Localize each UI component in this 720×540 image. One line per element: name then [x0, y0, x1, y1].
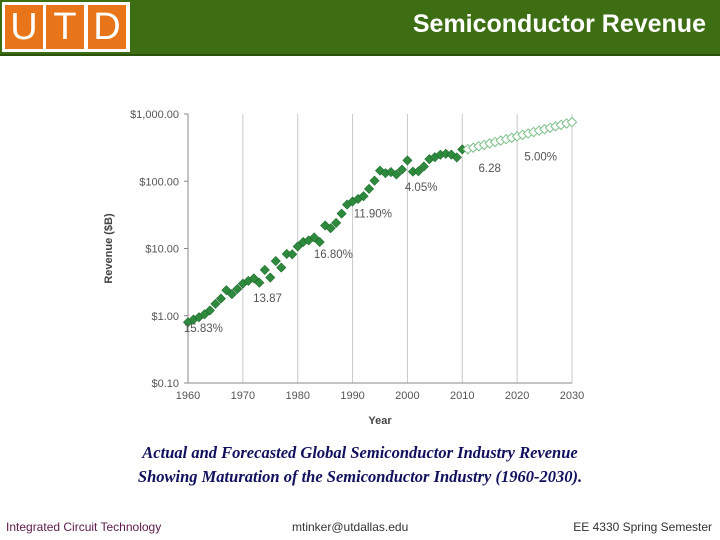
logo-letter-d: D: [88, 5, 126, 49]
x-tick-label: 2020: [505, 390, 529, 402]
x-tick-label: 2000: [395, 390, 419, 402]
actual-data-point: [215, 293, 226, 304]
x-tick-label: 2010: [450, 390, 474, 402]
actual-data-point: [254, 277, 265, 288]
growth-rate-annotation: 13.87: [253, 293, 282, 305]
logo-letter-t: T: [46, 5, 84, 49]
x-tick-label: 1980: [285, 390, 309, 402]
actual-data-point: [265, 272, 276, 283]
actual-data-point: [210, 298, 221, 309]
x-axis-title: Year: [368, 415, 392, 427]
x-tick-label: 2030: [560, 390, 584, 402]
actual-data-point: [336, 208, 347, 219]
x-tick-label: 1990: [340, 390, 364, 402]
slide-title: Semiconductor Revenue: [412, 10, 706, 38]
y-axis-title: Revenue ($B): [103, 213, 115, 284]
caption-line-2: Showing Maturation of the Semiconductor …: [137, 467, 583, 486]
actual-data-point: [402, 155, 413, 166]
actual-data-point: [226, 289, 237, 300]
actual-data-point: [391, 169, 402, 180]
growth-rate-annotation: 11.90%: [354, 208, 392, 220]
footer-email: mtinker@utdallas.edu: [292, 520, 409, 534]
actual-data-point: [331, 217, 342, 228]
header-bar: U T D Semiconductor Revenue: [0, 0, 720, 56]
actual-data-point: [276, 262, 287, 273]
x-tick-label: 1960: [176, 390, 200, 402]
actual-data-point: [451, 152, 462, 163]
actual-data-point: [270, 256, 281, 267]
revenue-chart: $0.10 $1.00 $10.00 $100.00 $1,000.00 1960 1970…: [103, 109, 584, 427]
logo-letter-u: U: [5, 5, 43, 49]
y-tick-label: $1,000.00: [130, 109, 179, 121]
footer-course-title: Integrated Circuit Technology: [6, 520, 162, 534]
actual-data-point: [325, 223, 336, 234]
caption-line-1: Actual and Forecasted Global Semiconduct…: [142, 443, 578, 462]
x-tick-label: 1970: [231, 390, 255, 402]
actual-data-point: [287, 249, 298, 260]
actual-data-point: [232, 283, 243, 295]
actual-data-point: [314, 236, 325, 248]
y-tick-label: $1.00: [151, 311, 179, 323]
y-tick-label: $100.00: [139, 176, 179, 188]
actual-data-point: [309, 232, 320, 243]
forecast-data-point: [566, 116, 578, 128]
actual-data-point: [292, 241, 303, 252]
growth-rate-annotation: 6.28: [479, 163, 501, 175]
actual-data-point: [369, 175, 380, 186]
footer-semester: EE 4330 Spring Semester: [573, 520, 712, 534]
actual-data-point: [396, 164, 407, 175]
utd-logo: U T D: [2, 2, 130, 52]
actual-data-point: [259, 264, 270, 275]
growth-rate-annotation: 16.80%: [314, 249, 353, 261]
actual-data-point: [204, 305, 215, 316]
growth-rate-annotation: 4.05%: [405, 182, 438, 194]
actual-data-point: [248, 273, 259, 284]
growth-rate-annotation: 5.00%: [524, 151, 557, 163]
y-tick-label: $0.10: [151, 378, 179, 390]
actual-data-point: [413, 166, 424, 177]
y-tick-label: $10.00: [145, 244, 179, 256]
actual-data-point: [358, 191, 369, 202]
actual-data-point: [364, 183, 375, 194]
growth-rate-annotation: 15.83%: [184, 323, 223, 335]
actual-data-point: [418, 161, 429, 172]
